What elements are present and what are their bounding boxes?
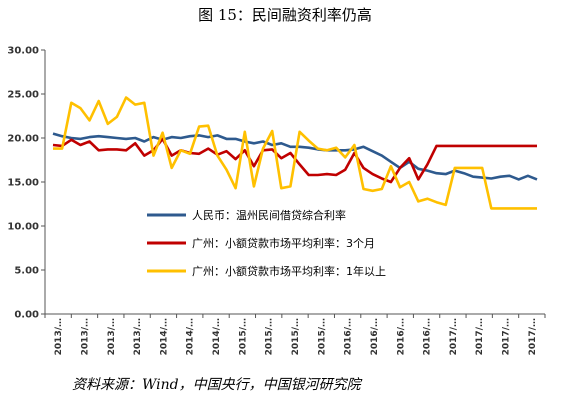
x-tick-label: 2016/… (344, 318, 354, 355)
x-tick-label: 2016/… (370, 318, 380, 355)
series-line-3 (53, 96, 537, 210)
x-tick-label: 2017/… (449, 318, 459, 355)
y-tick-label: 0.00 (14, 310, 39, 321)
y-tick-label: 10.00 (7, 222, 39, 233)
x-tick-label: 2016/… (396, 318, 406, 355)
x-tick-label: 2015/… (317, 318, 327, 355)
x-tick-label: 2015/… (265, 318, 275, 355)
x-tick-label: 2013/… (133, 318, 143, 355)
x-tick-label: 2015/… (238, 318, 248, 355)
x-tick-label: 2017/… (528, 318, 538, 355)
x-tick-label: 2014/… (186, 318, 196, 355)
legend-label-1: 人民币：温州民间借贷综合利率 (192, 208, 346, 222)
series-line-1 (52, 132, 538, 181)
x-tick-label: 2014/… (159, 318, 169, 355)
series-lines (52, 96, 538, 210)
y-tick-label: 30.00 (7, 46, 39, 57)
y-tick-label: 5.00 (14, 266, 39, 277)
x-tick-label: 2017/… (502, 318, 512, 355)
axes: 0.00 5.00 10.00 15.00 20.00 25.00 30.00 2013/… 2… (7, 46, 546, 355)
y-tick-label: 25.00 (7, 90, 39, 101)
x-tick-label: 2013/… (107, 318, 117, 355)
x-tick-label: 2017/… (475, 318, 485, 355)
legend-label-3: 广州：小额贷款市场平均利率：1年以上 (192, 264, 386, 278)
y-tick-label: 15.00 (7, 178, 39, 189)
x-tick-label: 2013/… (54, 318, 64, 355)
chart-source-note: 资料来源：Wind，中国央行，中国银河研究院 (72, 377, 361, 393)
chart-title: 图 15：民间融资利率仍高 (198, 6, 372, 24)
x-tick-label: 2014/… (212, 318, 222, 355)
x-tick-label: 2013/… (80, 318, 90, 355)
legend: 人民币：温州民间借贷综合利率广州：小额贷款市场平均利率：3个月广州：小额贷款市场… (147, 208, 386, 278)
legend-label-2: 广州：小额贷款市场平均利率：3个月 (192, 236, 375, 250)
x-tick-label: 2015/… (291, 318, 301, 355)
x-tick-label: 2016/… (423, 318, 433, 355)
y-tick-label: 20.00 (7, 134, 39, 145)
